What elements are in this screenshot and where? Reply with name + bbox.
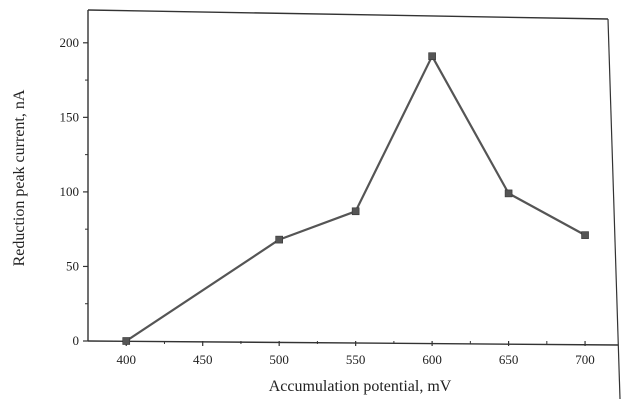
x-tick-label-600: 600 — [422, 352, 442, 367]
y-tick-label-100: 100 — [60, 184, 80, 199]
x-tick-label-650: 650 — [499, 352, 519, 367]
y-tick-label-150: 150 — [60, 109, 80, 124]
data-point-400 — [122, 337, 131, 345]
y-axis-title: Reduction peak current, nA — [11, 89, 28, 266]
x-tick-label-400: 400 — [116, 352, 136, 367]
y-ticks: 0 50 100 150 200 — [60, 35, 88, 348]
x-ticks: 400 450 500 550 600 650 700 — [116, 341, 595, 367]
plot-frame — [87, 9, 621, 399]
x-tick-label-550: 550 — [346, 352, 366, 367]
data-point-550 — [351, 207, 360, 216]
series-layer — [122, 52, 589, 345]
y-tick-label-50: 50 — [66, 258, 79, 273]
x-tick-label-450: 450 — [193, 352, 213, 367]
data-point-600 — [428, 52, 436, 61]
x-axis-title: Accumulation potential, mV — [269, 378, 452, 395]
y-tick-label-0: 0 — [73, 333, 80, 348]
x-tick-label-500: 500 — [269, 352, 289, 367]
data-point-500 — [275, 235, 283, 244]
data-point-650 — [504, 189, 513, 198]
x-axis-line — [87, 340, 619, 346]
data-point-700 — [581, 231, 589, 239]
x-tick-label-700: 700 — [575, 352, 595, 367]
frame-top — [87, 9, 609, 20]
frame-right — [607, 18, 621, 399]
y-tick-label-200: 200 — [60, 35, 80, 50]
series-line-0 — [125, 55, 586, 342]
